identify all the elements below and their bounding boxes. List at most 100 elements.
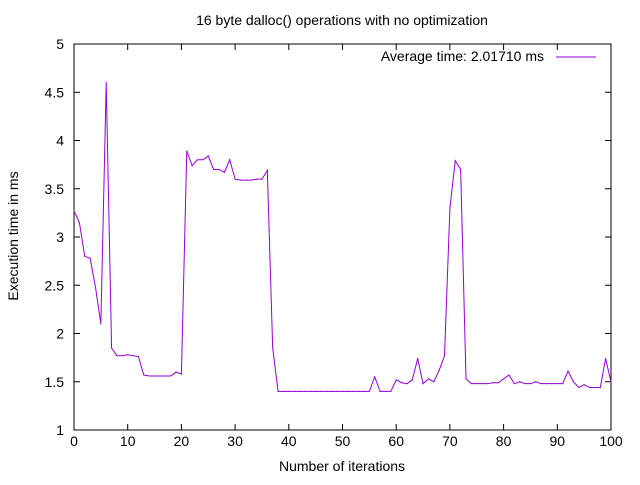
data-point <box>213 168 215 171</box>
data-point <box>207 155 209 157</box>
data-point <box>116 355 118 357</box>
data-point <box>535 381 537 383</box>
data-point <box>180 373 182 375</box>
data-point <box>121 355 123 357</box>
data-point <box>137 356 140 358</box>
axes <box>73 43 612 431</box>
data-point <box>202 159 204 161</box>
data-point <box>384 390 387 392</box>
data-point <box>610 381 612 383</box>
data-point <box>288 390 290 392</box>
data-point <box>400 382 403 384</box>
data-point <box>594 386 596 389</box>
data-point <box>529 383 532 385</box>
data-point <box>449 207 451 209</box>
data-point <box>438 369 440 371</box>
data-point <box>433 381 435 383</box>
data-point <box>454 160 456 162</box>
x-tick-label: 90 <box>550 433 566 449</box>
data-point <box>374 376 376 378</box>
series-layer <box>73 82 612 392</box>
data-point <box>170 375 172 377</box>
data-point <box>358 390 360 392</box>
data-point <box>94 286 97 288</box>
data-point <box>524 383 526 385</box>
y-tick-label: 5 <box>56 36 64 52</box>
data-point <box>315 390 317 392</box>
y-axis-label: Execution time in ms <box>5 171 21 300</box>
x-tick-label: 80 <box>496 433 512 449</box>
y-tick-label: 4 <box>56 133 64 149</box>
data-point <box>503 378 505 380</box>
data-point <box>578 386 580 389</box>
data-point <box>325 390 327 392</box>
data-point <box>363 390 365 392</box>
data-point <box>562 383 564 385</box>
y-tick-label: 3 <box>56 229 64 245</box>
y-tick-label: 2.5 <box>45 277 65 293</box>
data-point <box>148 375 150 377</box>
data-point <box>234 178 236 180</box>
data-point <box>223 171 225 173</box>
data-point <box>465 378 467 380</box>
data-point <box>411 379 413 381</box>
data-point <box>519 381 521 383</box>
data-point <box>497 382 499 384</box>
data-point <box>143 374 145 376</box>
data-point <box>551 383 553 385</box>
y-tick-label: 1 <box>56 422 64 438</box>
data-point <box>266 169 268 172</box>
y-tick-label: 4.5 <box>45 84 65 100</box>
y-tick-label: 2 <box>56 326 64 342</box>
data-point <box>379 390 381 392</box>
data-point <box>186 150 188 152</box>
data-point <box>277 390 279 392</box>
x-tick-label: 30 <box>227 433 243 449</box>
data-point <box>486 383 489 385</box>
x-tick-label: 60 <box>388 433 404 449</box>
data-point <box>588 386 591 389</box>
data-point <box>164 375 166 377</box>
data-point <box>572 381 575 383</box>
x-tick-label: 40 <box>281 433 297 449</box>
x-tick-label: 20 <box>174 433 190 449</box>
chart-title: 16 byte dalloc() operations with no opti… <box>196 12 488 28</box>
data-point <box>352 390 354 392</box>
data-point <box>417 357 419 360</box>
data-point <box>229 159 231 161</box>
x-tick-label: 50 <box>335 433 351 449</box>
data-point <box>567 370 569 372</box>
data-point <box>583 384 585 386</box>
data-point <box>191 164 193 167</box>
data-point <box>309 390 311 392</box>
data-point <box>513 383 515 385</box>
data-point <box>470 383 472 385</box>
data-point <box>406 383 408 385</box>
series-line <box>73 82 612 392</box>
x-axis-label: Number of iterations <box>279 458 405 474</box>
data-point <box>599 386 601 389</box>
data-point <box>255 178 258 180</box>
data-point <box>540 383 542 385</box>
data-point <box>320 390 322 392</box>
data-point <box>245 179 247 181</box>
x-tick-label: 100 <box>599 433 623 449</box>
data-point <box>422 383 424 385</box>
data-point <box>395 379 397 381</box>
legend-label: Average time: 2.01710 ms <box>381 48 544 64</box>
data-point <box>298 390 301 392</box>
data-point <box>341 390 344 392</box>
data-point <box>105 82 107 84</box>
data-point <box>127 354 129 356</box>
data-point <box>89 257 91 259</box>
data-point <box>368 390 370 392</box>
data-point <box>427 378 430 380</box>
data-point <box>100 323 102 325</box>
data-point <box>110 347 113 349</box>
data-point <box>250 179 252 181</box>
data-point <box>304 390 306 392</box>
data-point <box>460 168 462 171</box>
data-point <box>196 159 199 161</box>
